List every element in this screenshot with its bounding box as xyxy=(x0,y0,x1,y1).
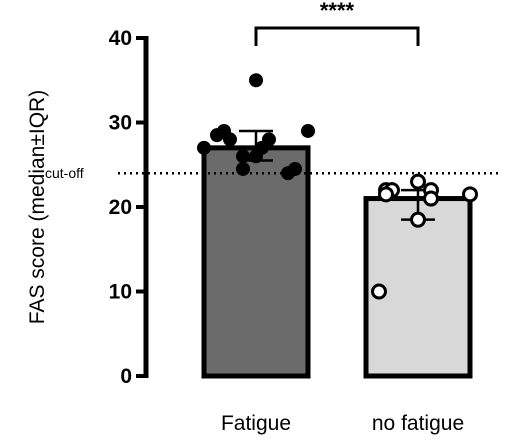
x-tick-label: Fatigue xyxy=(221,412,291,435)
data-point xyxy=(371,283,387,300)
data-point xyxy=(236,161,250,176)
significance-bracket xyxy=(254,26,420,46)
data-point xyxy=(249,149,263,164)
y-tick-label: 30 xyxy=(109,112,132,135)
data-point xyxy=(301,123,315,138)
data-point xyxy=(423,190,439,207)
y-tick-label: 0 xyxy=(120,365,132,388)
data-point xyxy=(410,173,426,190)
y-tick-label: 10 xyxy=(109,281,132,304)
data-point xyxy=(197,140,211,155)
y-axis: 0 10 20 30 40 xyxy=(109,27,149,388)
y-tick-label: 40 xyxy=(109,27,132,50)
data-points-layer xyxy=(197,73,478,300)
significance-annotation: **** xyxy=(254,0,420,46)
bars-layer xyxy=(201,145,473,379)
bar-fatigue xyxy=(201,145,311,379)
data-point xyxy=(462,186,478,203)
data-point xyxy=(223,132,237,147)
data-point xyxy=(378,186,394,203)
data-point xyxy=(236,149,250,164)
data-point xyxy=(210,128,224,143)
y-tick-label: 20 xyxy=(109,196,132,219)
cutoff-label: cut-off xyxy=(45,165,84,181)
y-axis-title: FAS score (median±IQR) xyxy=(26,90,49,324)
significance-stars: **** xyxy=(320,0,355,23)
data-point xyxy=(249,73,263,88)
data-point xyxy=(281,166,295,181)
data-point xyxy=(410,211,426,228)
x-axis-labels: Fatigue no fatigue xyxy=(221,412,464,435)
reference-line-layer: cut-off xyxy=(45,165,498,181)
x-tick-label: no fatigue xyxy=(372,412,464,435)
